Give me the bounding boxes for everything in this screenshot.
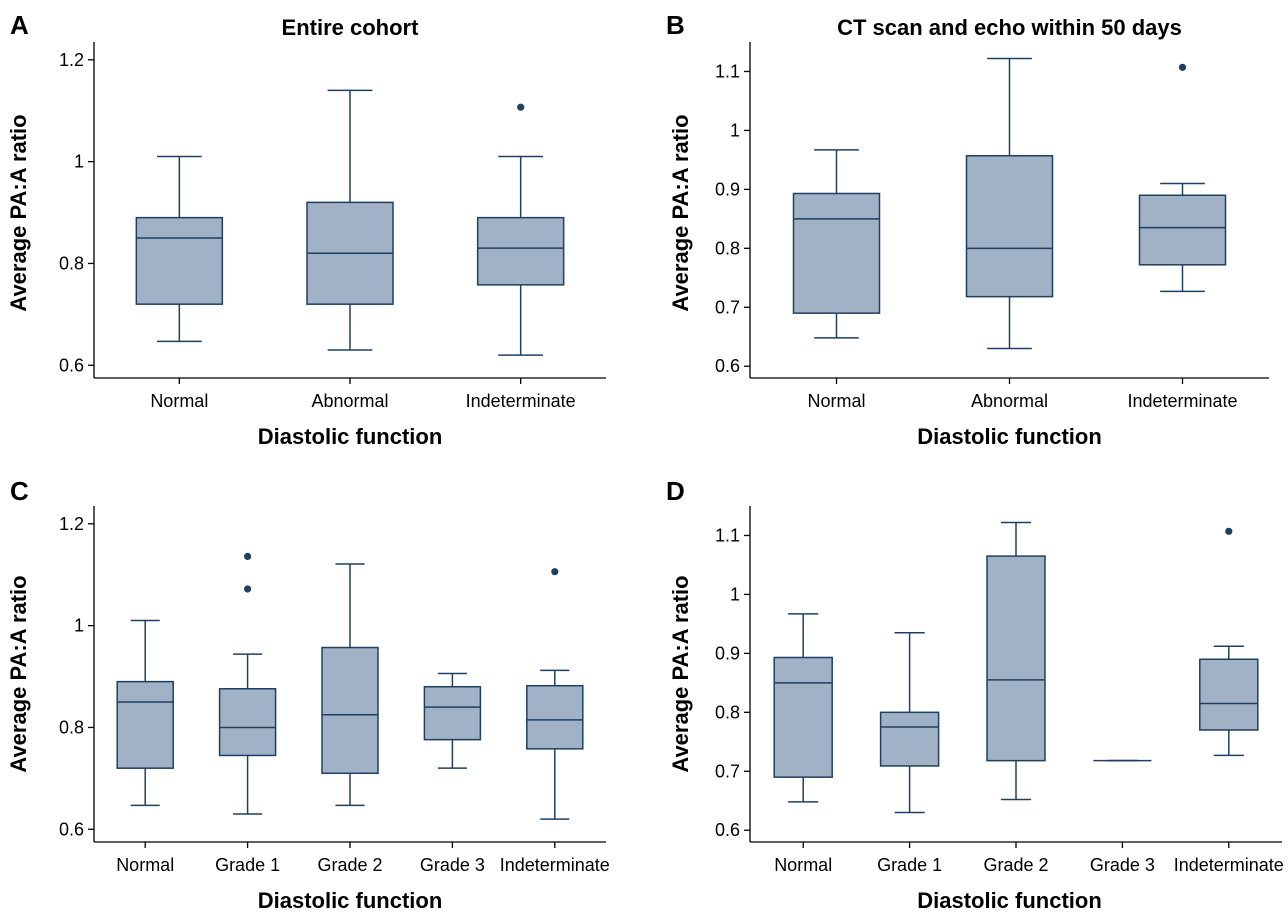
- panel-a: A Entire cohort 0.6 0.8 1 1.2 Normal Abnormal…: [0, 0, 644, 455]
- x-tick-label: Grade 2: [317, 855, 382, 875]
- x-tick-label: Abnormal: [971, 391, 1048, 411]
- panel-c: C 0.6 0.8 1 1.2 Normal Grade 1 Grade 2 Grade 3 I…: [0, 456, 644, 913]
- y-tick-label: 1: [730, 584, 740, 604]
- boxplot-c: 0.6 0.8 1 1.2 Normal Grade 1 Grade 2 Grade 3 Ind…: [59, 506, 610, 875]
- y-axis-title: Average PA:A ratio: [668, 575, 693, 773]
- x-tick-label: Indeterminate: [1174, 855, 1284, 875]
- y-tick-label: 0.9: [715, 179, 740, 199]
- y-tick-label: 0.8: [715, 238, 740, 258]
- box: [773, 656, 833, 778]
- box: [526, 684, 584, 750]
- x-tick-label: Indeterminate: [500, 855, 610, 875]
- outlier-point: [1178, 63, 1187, 71]
- x-tick-label: Normal: [774, 855, 832, 875]
- panel-b: B CT scan and echo within 50 days 0.6 0.7…: [644, 0, 1288, 455]
- box: [986, 555, 1046, 762]
- outlier-point: [244, 585, 252, 593]
- outlier-point: [517, 103, 525, 111]
- x-tick-label: Grade 3: [1090, 855, 1155, 875]
- box: [218, 688, 277, 757]
- outlier-point: [244, 552, 252, 560]
- boxplot-a: 0.6 0.8 1 1.2 Normal Abnormal Indeterminate: [59, 42, 606, 411]
- x-axis-title: Diastolic function: [917, 424, 1102, 449]
- y-tick-label: 1: [74, 152, 84, 172]
- y-tick-label: 1: [74, 616, 84, 636]
- y-axis-title: Average PA:A ratio: [668, 114, 693, 312]
- y-axis-title: Average PA:A ratio: [6, 575, 31, 773]
- box: [965, 155, 1054, 298]
- box: [1138, 194, 1227, 266]
- y-tick-label: 0.6: [715, 356, 740, 376]
- box: [116, 680, 174, 769]
- y-tick-label: 1: [730, 120, 740, 140]
- x-tick-label: Normal: [150, 391, 208, 411]
- boxplot-b: 0.6 0.7 0.8 0.9 1 1.1 Normal Abnormal Indetermin…: [715, 42, 1269, 411]
- x-tick-label: Grade 3: [420, 855, 485, 875]
- y-tick-label: 0.8: [59, 253, 84, 273]
- panel-letter-c: C: [10, 476, 29, 506]
- x-tick-label: Grade 1: [215, 855, 280, 875]
- x-tick-label: Normal: [807, 391, 865, 411]
- y-tick-label: 0.6: [715, 820, 740, 840]
- panel-letter-b: B: [666, 10, 685, 40]
- y-tick-label: 0.6: [59, 819, 84, 839]
- x-tick-label: Grade 2: [983, 855, 1048, 875]
- panel-title: CT scan and echo within 50 days: [837, 15, 1182, 40]
- x-axis-title: Diastolic function: [257, 424, 443, 449]
- outlier-point: [1225, 527, 1233, 535]
- y-axis-title: Average PA:A ratio: [6, 114, 31, 312]
- x-tick-label: Normal: [116, 855, 174, 875]
- y-tick-label: 0.8: [59, 717, 84, 737]
- y-tick-label: 0.8: [715, 702, 740, 722]
- box: [1199, 658, 1259, 731]
- y-tick-label: 1.1: [715, 525, 740, 545]
- x-tick-label: Indeterminate: [466, 391, 576, 411]
- x-tick-label: Grade 1: [877, 855, 942, 875]
- box: [476, 216, 565, 286]
- y-tick-label: 1.2: [59, 50, 84, 70]
- box: [423, 685, 482, 741]
- box: [135, 216, 224, 305]
- y-tick-label: 0.7: [715, 761, 740, 781]
- x-axis-title: Diastolic function: [257, 888, 443, 913]
- box: [879, 711, 940, 767]
- y-tick-label: 1.2: [59, 514, 84, 534]
- y-tick-label: 0.7: [715, 297, 740, 317]
- y-tick-label: 0.9: [715, 643, 740, 663]
- y-tick-label: 0.6: [59, 355, 84, 375]
- panel-d: D 0.6 0.7 0.8 0.9 1 1.1 Normal Grade 1 Grade 2 Gr…: [644, 456, 1288, 913]
- panel-title: Entire cohort: [281, 15, 419, 40]
- panel-letter-a: A: [10, 10, 29, 40]
- outlier-point: [551, 568, 559, 576]
- x-tick-label: Abnormal: [311, 391, 388, 411]
- x-tick-label: Indeterminate: [1127, 391, 1237, 411]
- boxplot-d: 0.6 0.7 0.8 0.9 1 1.1 Normal Grade 1 Grade 2 Grad…: [715, 506, 1284, 875]
- x-axis-title: Diastolic function: [917, 888, 1102, 913]
- panel-letter-d: D: [666, 476, 685, 506]
- box: [792, 192, 881, 314]
- box: [321, 646, 379, 775]
- y-tick-label: 1.1: [715, 61, 740, 81]
